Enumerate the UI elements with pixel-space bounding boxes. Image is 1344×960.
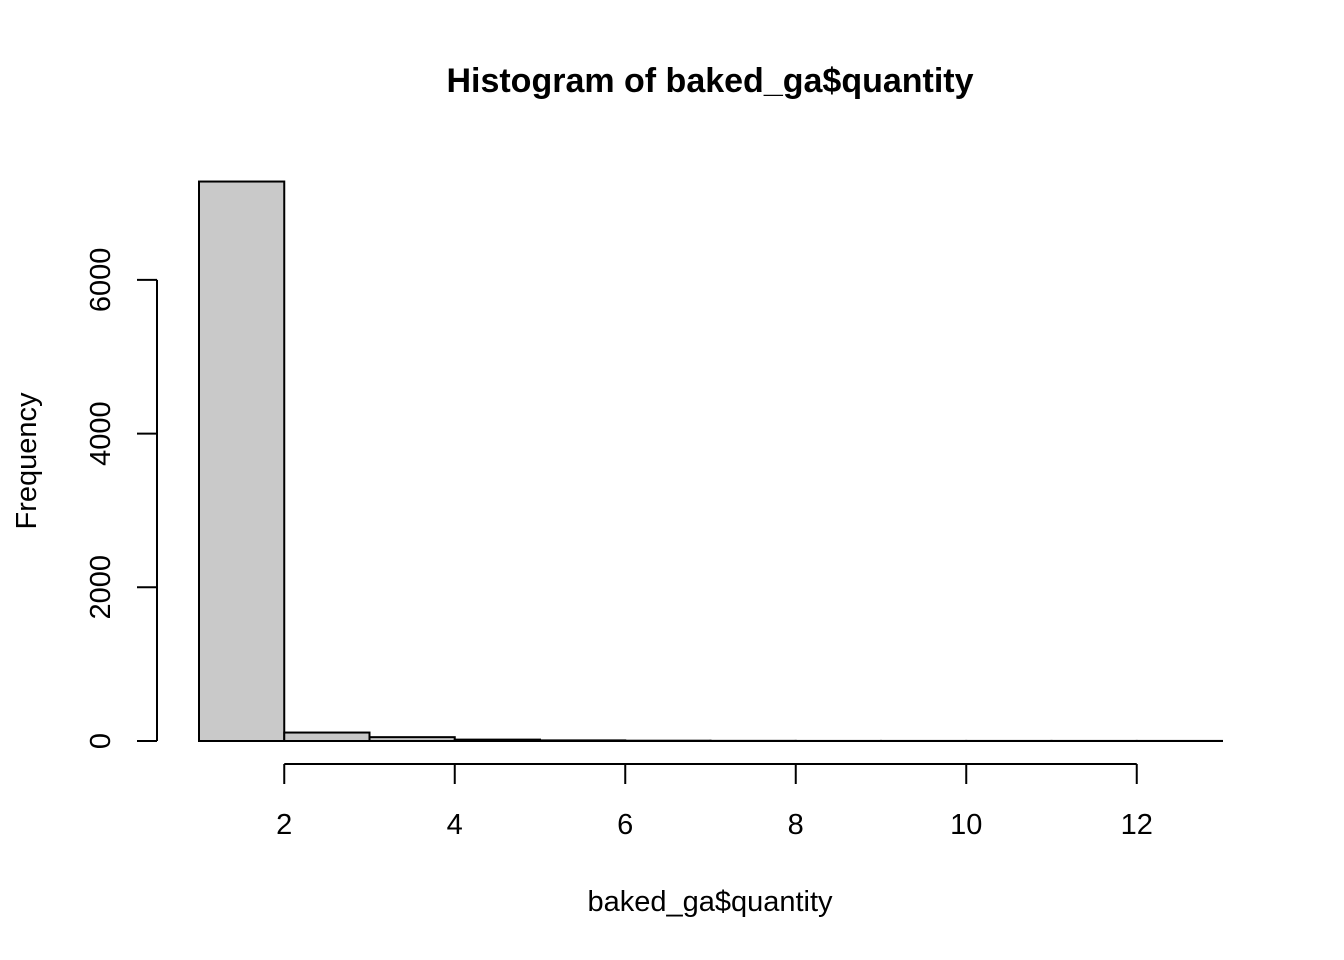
- histogram-bar: [198, 180, 286, 742]
- y-ticks-group: 0 2000 4000 6000: [85, 248, 157, 749]
- x-tick-label: 12: [1121, 809, 1153, 841]
- y-axis-label: Frequency: [11, 392, 43, 530]
- x-tick-label: 4: [447, 809, 463, 841]
- y-tick-label: 0: [85, 733, 117, 749]
- y-tick-label: 4000: [85, 401, 117, 466]
- x-tick-label: 10: [950, 809, 982, 841]
- x-axis-label: baked_ga$quantity: [587, 886, 833, 918]
- x-ticks-group: 2 4 6 8 10 12: [276, 764, 1153, 841]
- chart-title: Histogram of baked_ga$quantity: [446, 62, 973, 100]
- y-tick-label: 6000: [85, 248, 117, 313]
- x-tick-label: 2: [276, 809, 292, 841]
- x-tick-label: 6: [617, 809, 633, 841]
- y-tick-label: 2000: [85, 555, 117, 620]
- histogram-bar: [283, 731, 371, 742]
- bars-group: [198, 180, 1223, 743]
- x-tick-label: 8: [788, 809, 804, 841]
